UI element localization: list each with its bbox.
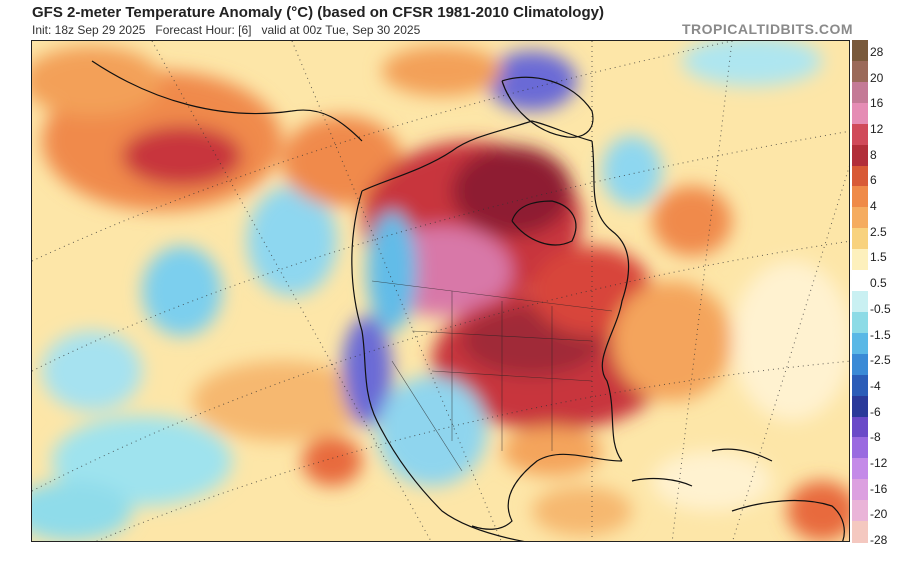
color-legend: 28 20 16 12 8 6 4 2.5 1.5 0.5 -0.5 -1.5 -2.5 -4 -6 -8 -1… — [850, 40, 900, 546]
legend-label: 20 — [870, 70, 884, 85]
legend-swatch — [852, 207, 868, 230]
legend-label: 4 — [870, 199, 877, 214]
legend-swatch — [852, 332, 868, 356]
legend-label: -28 — [870, 533, 888, 547]
legend-label: -6 — [870, 404, 881, 419]
graticule — [32, 41, 849, 541]
legend-swatch — [852, 270, 868, 293]
map-subtitle: Init: 18z Sep 29 2025 Forecast Hour: [6] v… — [32, 23, 420, 37]
legend-swatch — [852, 500, 868, 523]
legend-swatch — [852, 81, 868, 105]
map-title: GFS 2-meter Temperature Anomaly (°C) (ba… — [32, 4, 604, 21]
legend-label: 2.5 — [870, 224, 887, 239]
init-time: Init: 18z Sep 29 2025 — [32, 23, 146, 37]
valid-time: valid at 00z Tue, Sep 30 2025 — [261, 23, 421, 37]
coastlines — [91, 60, 845, 541]
legend-label: 28 — [870, 45, 884, 59]
legend-label: -2.5 — [870, 353, 891, 368]
legend-swatch — [852, 395, 868, 418]
legend-label: 12 — [870, 122, 884, 137]
legend-label: -0.5 — [870, 301, 891, 316]
site-credit: TROPICALTIDBITS.COM — [681, 21, 853, 37]
legend-label: 6 — [870, 173, 877, 188]
legend-swatch — [852, 437, 868, 460]
legend-swatch — [852, 416, 868, 439]
legend-label: 8 — [870, 147, 877, 162]
legend-swatch — [852, 479, 868, 502]
legend-swatch — [852, 60, 868, 84]
legend-swatch — [852, 123, 868, 147]
anomaly-map-canvas — [32, 41, 849, 541]
legend-swatch — [852, 144, 868, 167]
forecast-hour: Forecast Hour: [6] — [155, 23, 252, 37]
political-boundaries — [371, 280, 613, 472]
legend-label: 0.5 — [870, 276, 887, 291]
legend-swatch — [852, 228, 868, 251]
legend-swatch — [852, 186, 868, 209]
legend-swatch — [852, 40, 868, 63]
legend-label: -8 — [870, 430, 881, 445]
legend-label: -12 — [870, 455, 888, 470]
legend-swatch — [852, 291, 868, 314]
legend-label: 16 — [870, 96, 884, 111]
legend-swatch — [852, 353, 868, 377]
legend-swatch — [852, 249, 868, 272]
legend-swatch — [852, 102, 868, 126]
anomaly-map — [31, 40, 850, 542]
legend-label: -1.5 — [870, 327, 891, 342]
legend-swatch — [852, 374, 868, 398]
legend-swatch — [852, 458, 868, 481]
legend-swatch — [852, 521, 868, 544]
legend-label: 1.5 — [870, 250, 887, 265]
legend-swatch — [852, 165, 868, 188]
legend-label: -16 — [870, 481, 888, 496]
legend-swatch — [852, 311, 868, 335]
legend-label: -20 — [870, 507, 888, 522]
legend-label: -4 — [870, 378, 881, 393]
anomaly-field — [32, 41, 849, 541]
